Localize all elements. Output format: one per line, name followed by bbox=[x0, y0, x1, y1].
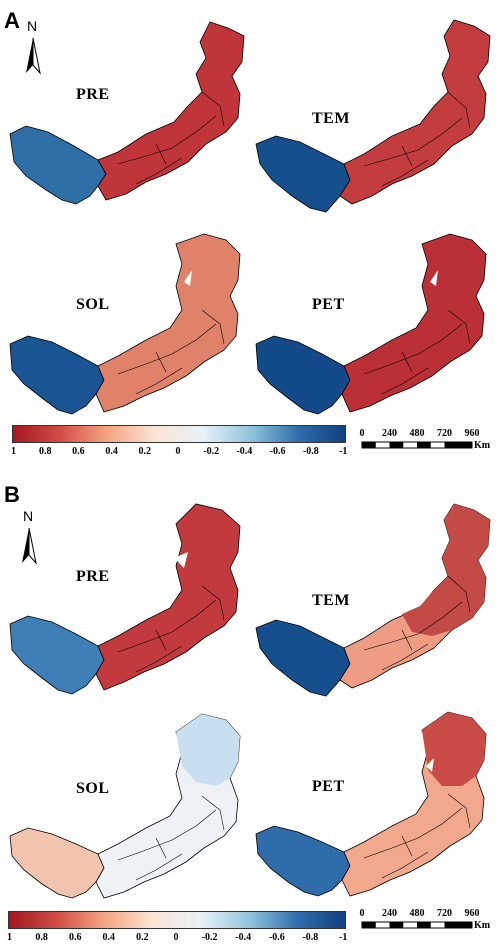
colorbar-tick-label: -1 bbox=[338, 446, 348, 457]
north-label: N bbox=[23, 508, 34, 524]
colorbar-tick-label: -0.2 bbox=[203, 446, 220, 457]
map-label-a-tem: TEM bbox=[312, 110, 350, 127]
north-label: N bbox=[27, 18, 38, 34]
scalebar-b bbox=[358, 906, 498, 936]
colorbar-tick-label: 0.8 bbox=[38, 446, 52, 457]
colorbar-tick-label: 0 bbox=[173, 932, 179, 943]
map-a-sol bbox=[6, 224, 252, 420]
scalebar-tick-label: 960 bbox=[464, 428, 480, 439]
map-a-pre bbox=[6, 14, 252, 220]
scalebar-tick-label: 720 bbox=[437, 428, 452, 439]
north-arrow-icon: N bbox=[18, 18, 48, 78]
scalebar-unit-b: Km bbox=[474, 920, 491, 931]
map-label-a-pet: PET bbox=[312, 296, 345, 313]
colorbar-tick-label: 0.2 bbox=[138, 446, 152, 457]
colorbar-a bbox=[12, 425, 346, 443]
map-label-b-sol: SOL bbox=[76, 780, 110, 797]
scalebar-a bbox=[358, 426, 498, 456]
colorbar-tick-label: -0.8 bbox=[302, 932, 319, 943]
map-b-tem bbox=[252, 496, 498, 702]
panel-letter-a: A bbox=[4, 8, 20, 33]
colorbar-tick-label: 0.6 bbox=[68, 932, 82, 943]
colorbar-tick-label: 0.4 bbox=[105, 446, 118, 457]
scalebar-tick-label: 240 bbox=[382, 908, 397, 919]
colorbar-tick-label: -1 bbox=[338, 932, 348, 943]
map-label-b-pet: PET bbox=[312, 778, 345, 795]
panel-letter-b: B bbox=[4, 482, 20, 507]
map-label-b-pre: PRE bbox=[76, 568, 110, 585]
scalebar-tick-label: 480 bbox=[409, 428, 425, 439]
colorbar-tick-label: 0.4 bbox=[102, 932, 116, 943]
colorbar-tick-label: 0 bbox=[175, 446, 181, 457]
scalebar-tick-label: 960 bbox=[464, 908, 480, 919]
scalebar-unit-a: Km bbox=[474, 440, 491, 451]
scalebar-tick-label: 240 bbox=[382, 428, 397, 439]
map-a-tem bbox=[252, 14, 498, 220]
colorbar-tick-label: 0.8 bbox=[35, 932, 48, 943]
map-label-a-sol: SOL bbox=[76, 296, 110, 313]
map-b-pre bbox=[6, 496, 252, 702]
map-b-pet bbox=[252, 706, 498, 902]
colorbar-tick-label: 0.6 bbox=[72, 446, 85, 457]
scalebar-tick-label: 480 bbox=[409, 908, 425, 919]
colorbar-tick-label: 1 bbox=[11, 446, 16, 457]
colorbar-tick-label: -0.6 bbox=[269, 446, 286, 457]
colorbar-tick-label: -0.6 bbox=[268, 932, 285, 943]
colorbar-tick-label: -0.4 bbox=[236, 446, 253, 457]
colorbar-tick-label: -0.4 bbox=[235, 932, 252, 943]
colorbar-b bbox=[8, 911, 346, 929]
map-b-sol bbox=[6, 706, 252, 902]
map-a-pet bbox=[252, 224, 498, 420]
map-label-b-tem: TEM bbox=[312, 592, 350, 609]
colorbar-tick-label: 0.2 bbox=[136, 932, 149, 943]
colorbar-tick-label: -0.8 bbox=[302, 446, 319, 457]
map-label-a-pre: PRE bbox=[76, 86, 110, 103]
scalebar-tick-label: 0 bbox=[359, 428, 365, 439]
north-arrow-icon: N bbox=[14, 508, 44, 568]
scalebar-tick-label: 0 bbox=[359, 908, 365, 919]
colorbar-tick-label: 1 bbox=[7, 932, 12, 943]
colorbar-tick-label: -0.2 bbox=[201, 932, 218, 943]
scalebar-tick-label: 720 bbox=[437, 908, 452, 919]
